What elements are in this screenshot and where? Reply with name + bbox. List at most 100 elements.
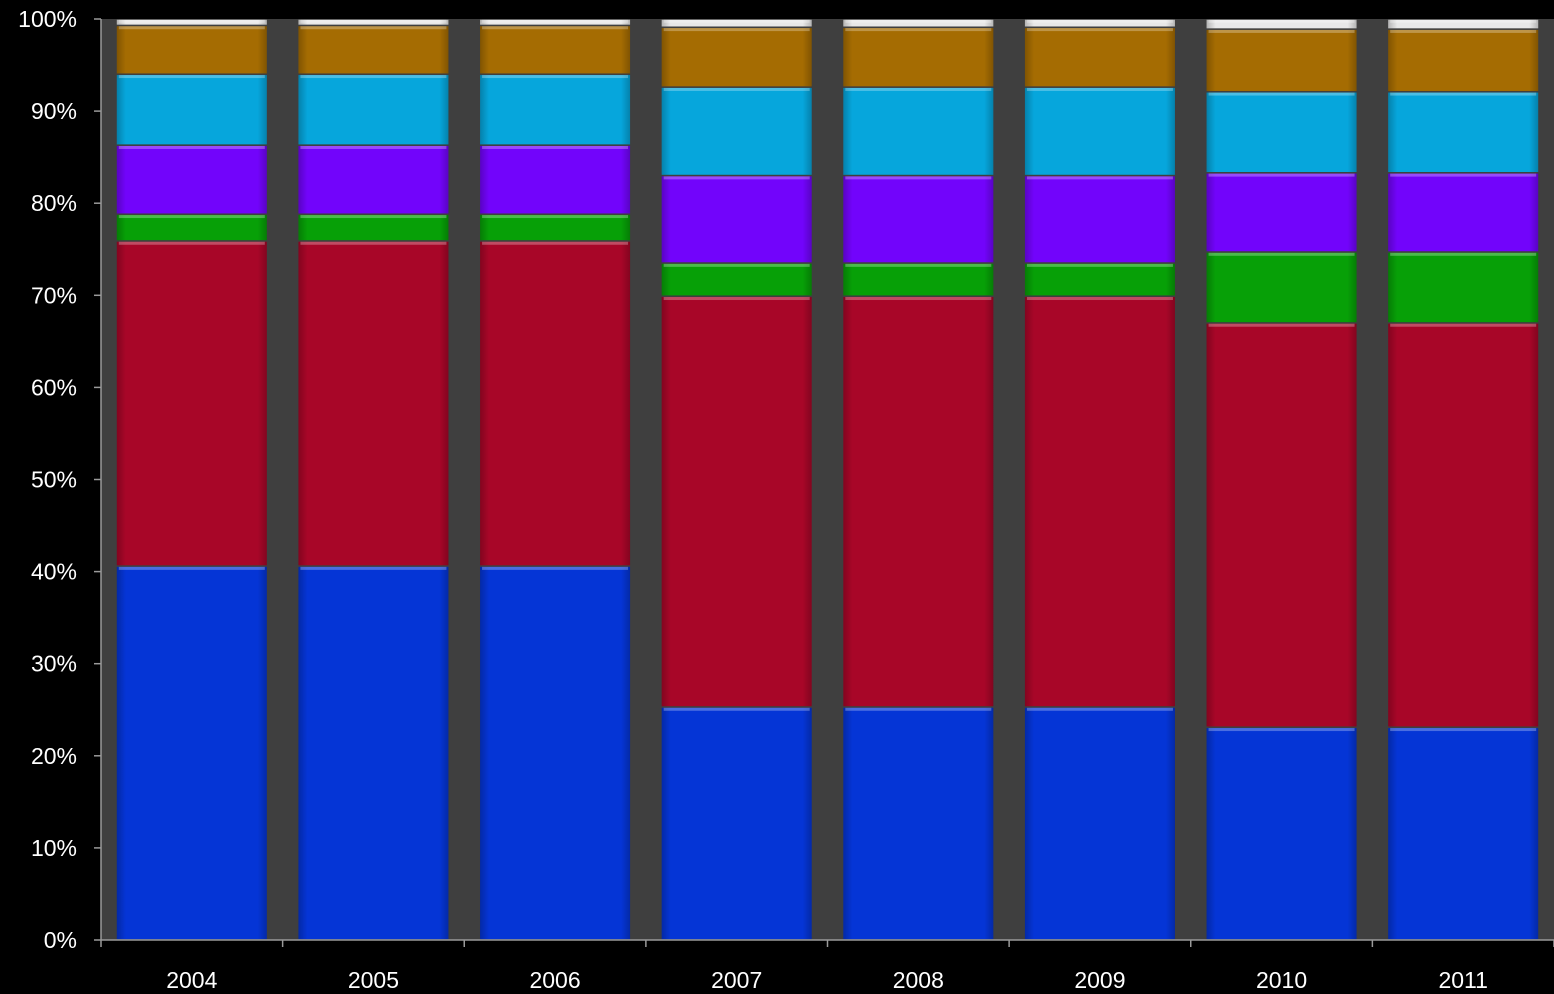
bar-segment-shading [1388, 252, 1539, 323]
bar-segment-highlight [118, 145, 265, 149]
bar-segment-highlight [1026, 87, 1173, 91]
x-tick-label: 2011 [1438, 967, 1487, 993]
bar-segment-shading [1206, 728, 1357, 940]
bar-segment-shading [843, 707, 994, 940]
bar-segment-highlight [1208, 728, 1355, 732]
bar-segment-highlight [663, 707, 810, 711]
bar-segment-highlight [482, 75, 629, 79]
bar-segment-shading [843, 19, 994, 27]
y-tick-label: 80% [31, 190, 77, 216]
bar-segment-highlight [1390, 92, 1537, 96]
bar-segment-shading [1024, 707, 1175, 940]
bar-segment-shading [661, 297, 812, 707]
bar-segment-highlight [1390, 728, 1537, 732]
x-tick-label: 2005 [348, 967, 399, 993]
bar-segment-highlight [118, 566, 265, 570]
bar-segment-shading [1024, 28, 1175, 87]
bar-segment-highlight [482, 145, 629, 149]
bar-segment-highlight [1390, 252, 1537, 256]
bar-segment-highlight [118, 26, 265, 30]
bar-segment-shading [1206, 323, 1357, 727]
bar-segment-shading [1024, 19, 1175, 27]
bar-segment-shading [843, 263, 994, 296]
bar-segment-shading [1388, 323, 1539, 727]
bar-segment-shading [1206, 173, 1357, 252]
bar-segment-highlight [1390, 29, 1537, 33]
y-tick-label: 70% [31, 282, 77, 308]
bar-segment-shading [1024, 263, 1175, 296]
bar-segment-highlight [1026, 297, 1173, 301]
bar-segment-shading [298, 19, 449, 25]
bar-segment-shading [1388, 728, 1539, 940]
bar-segment-highlight [1208, 19, 1355, 23]
y-axis: 0% 10% 20% 30% 40% 50% 60% 70% 80% 90% 100% [18, 6, 102, 953]
bar-segment-highlight [845, 707, 992, 711]
bar-segment-highlight [845, 87, 992, 91]
bar-segment-shading [480, 145, 631, 214]
y-tick-label: 60% [31, 374, 77, 400]
bar-segment-highlight [300, 75, 447, 79]
bar-segment-shading [661, 263, 812, 296]
bar-segment-shading [843, 297, 994, 707]
bar-segments [116, 19, 1539, 940]
y-tick-label: 90% [31, 98, 77, 124]
bar-segment-highlight [300, 26, 447, 30]
bar-segment-shading [1206, 252, 1357, 323]
bar-segment-shading [298, 145, 449, 214]
bar-segment-shading [1388, 29, 1539, 91]
bar-segment-shading [116, 75, 267, 145]
bar-segment-highlight [1026, 176, 1173, 180]
bar-segment-shading [1024, 87, 1175, 175]
bar-segment-highlight [300, 241, 447, 245]
bar-segment-highlight [1208, 173, 1355, 177]
y-tick-label: 0% [44, 927, 77, 953]
bar-segment-highlight [482, 566, 629, 570]
bar-segment-highlight [663, 297, 810, 301]
bar-segment-shading [661, 707, 812, 940]
bar-segment-shading [843, 176, 994, 263]
bar-segment-highlight [845, 263, 992, 267]
bar-segment-highlight [845, 176, 992, 180]
bar-segment-shading [480, 215, 631, 241]
bar-segment-highlight [300, 19, 447, 23]
bar-segment-shading [1388, 92, 1539, 173]
bar-segment-shading [661, 28, 812, 87]
bar-segment-shading [116, 566, 267, 940]
bar-segment-highlight [1390, 323, 1537, 327]
x-tick-label: 2010 [1256, 967, 1307, 993]
bar-segment-highlight [482, 26, 629, 30]
bar-segment-highlight [1026, 19, 1173, 23]
bar-segment-highlight [118, 75, 265, 79]
bar-segment-highlight [300, 566, 447, 570]
bar-segment-highlight [845, 297, 992, 301]
bar-segment-highlight [118, 19, 265, 23]
bar-segment-shading [298, 75, 449, 145]
bar-segment-highlight [1208, 29, 1355, 33]
bar-segment-highlight [845, 28, 992, 32]
bar-segment-shading [298, 241, 449, 566]
y-tick-label: 50% [31, 467, 77, 493]
bar-segment-highlight [118, 241, 265, 245]
x-tick-label: 2004 [166, 967, 217, 993]
y-tick-label: 30% [31, 651, 77, 677]
bar-segment-shading [661, 87, 812, 175]
x-tick-label: 2007 [711, 967, 762, 993]
bar-segment-highlight [482, 215, 629, 219]
bar-segment-shading [661, 176, 812, 263]
bar-segment-highlight [1208, 323, 1355, 327]
bar-segment-shading [1206, 92, 1357, 173]
bar-segment-shading [1388, 19, 1539, 29]
bar-segment-highlight [663, 19, 810, 23]
bar-segment-highlight [1026, 28, 1173, 32]
bar-segment-highlight [663, 87, 810, 91]
x-tick-label: 2008 [893, 967, 944, 993]
bar-segment-highlight [1208, 92, 1355, 96]
bar-segment-highlight [300, 145, 447, 149]
bar-segment-shading [1206, 29, 1357, 91]
y-tick-label: 40% [31, 559, 77, 585]
bar-segment-shading [480, 26, 631, 74]
bar-segment-shading [843, 87, 994, 175]
bar-segment-highlight [1390, 19, 1537, 23]
bar-segment-highlight [663, 176, 810, 180]
